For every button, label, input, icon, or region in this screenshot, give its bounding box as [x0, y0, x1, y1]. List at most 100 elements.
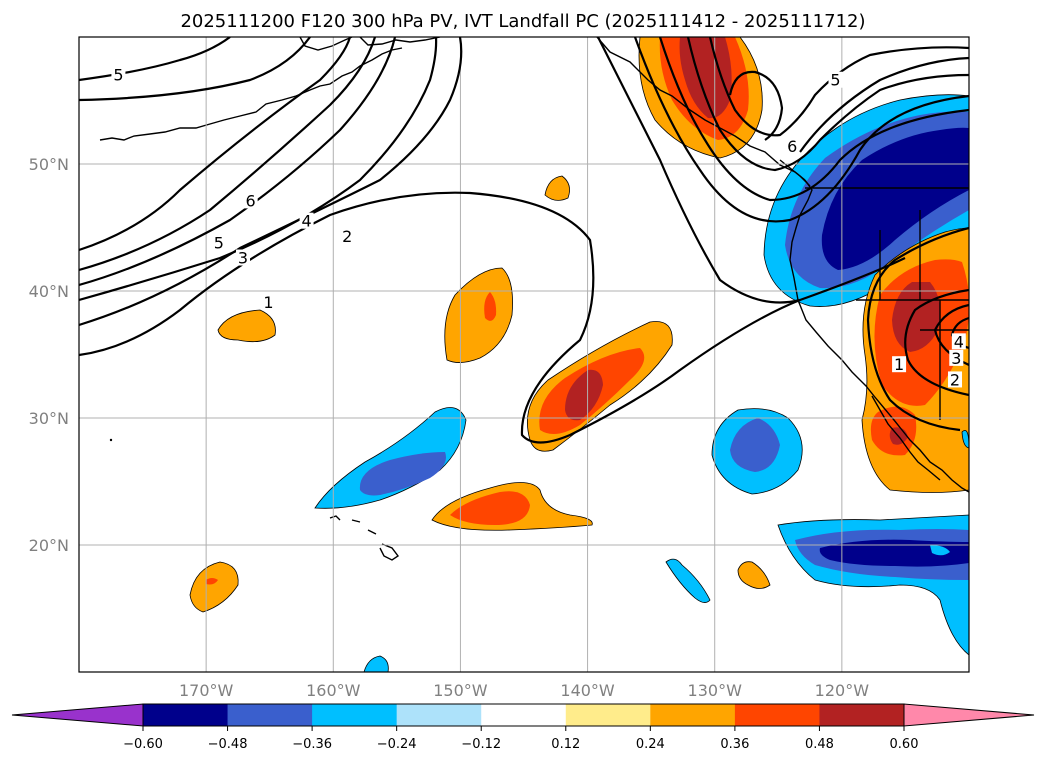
anomaly-negative-130w-core — [730, 418, 780, 472]
contour-label: 5 — [214, 233, 224, 252]
contour-label-bg — [785, 137, 800, 154]
anomaly-negative-tropics-core-spot — [930, 545, 950, 556]
colorbar-tick-label: 0.36 — [720, 737, 749, 752]
y-tick-label: 30°N — [29, 409, 69, 428]
colorbar-segment — [650, 704, 736, 726]
island-dot — [109, 438, 113, 442]
coastline-west-coast — [789, 179, 969, 493]
pv-contour-6-west — [79, 37, 311, 102]
contour-label-bg — [243, 192, 258, 209]
contour-label: 6 — [246, 191, 256, 210]
contour-label: 3 — [238, 249, 248, 268]
anomaly-positive-blob-small-north — [544, 175, 570, 201]
colorbar-tick-label: 0.60 — [890, 737, 919, 752]
contour-label-bg — [340, 227, 355, 244]
pv-contour-trough-1 — [866, 226, 969, 432]
map-frame — [78, 36, 970, 673]
anomaly-positive-blob-south-hawaii-core — [450, 491, 530, 525]
pv-contour-5-ridge — [708, 37, 969, 137]
colorbar-tick-label: 0.48 — [805, 737, 834, 752]
contour-label-bg — [949, 349, 964, 366]
pv-contour-4-ridge — [686, 37, 969, 172]
colorbar-segment — [396, 704, 482, 726]
anomaly-negative-pnw-core — [821, 127, 969, 270]
pv-contour-5-b — [79, 37, 377, 272]
x-axis-ticks: 170°W 160°W 150°W 140°W 130°W 120°W — [179, 681, 869, 700]
coastlines — [99, 37, 969, 561]
colorbar-tick-label: 0.12 — [551, 737, 580, 752]
pv-contour-trough-2 — [904, 288, 969, 397]
anomaly-positive-blob-150w-core — [484, 292, 497, 321]
colorbar-tick-label: −0.24 — [377, 737, 417, 752]
pv-contour-2 — [79, 37, 463, 327]
anomaly-negative-hawaii-nw-core — [359, 452, 446, 496]
anomaly-negative-blob-coast — [961, 429, 969, 449]
pv-contours — [79, 37, 969, 444]
x-tick-label: 170°W — [179, 681, 234, 700]
pv-contour-1-main — [79, 191, 906, 444]
anomaly-positive-central-streak-peak — [565, 369, 603, 421]
colorbar-segment — [481, 704, 567, 726]
anomaly-negative-hawaii-nw — [314, 407, 467, 509]
pv-contour-2-ridge — [633, 37, 969, 223]
x-tick-label: 150°W — [433, 681, 488, 700]
colorbar-segment — [143, 704, 229, 726]
anomaly-positive-blob-168w-core — [206, 578, 218, 585]
y-axis-ticks: 50°N 40°N 30°N 20°N — [29, 155, 69, 555]
anomaly-positive-blob-150w — [444, 267, 513, 363]
colorbar-tick-label: 0.24 — [636, 737, 665, 752]
y-tick-label: 20°N — [29, 536, 69, 555]
contour-label: 4 — [954, 332, 964, 351]
x-tick-label: 160°W — [306, 681, 361, 700]
coastline-aleutians — [99, 47, 403, 141]
contour-label-bg — [299, 212, 314, 229]
contour-label-bg — [892, 356, 907, 373]
colorbar-extend-high — [903, 703, 1035, 727]
colorbar-segment — [819, 704, 905, 726]
contour-label: 4 — [301, 212, 311, 231]
contour-label-bg — [211, 234, 226, 251]
colorbar-segment — [227, 704, 313, 726]
anomaly-positive-blob-168w — [189, 561, 239, 613]
contour-label-bg — [261, 293, 276, 310]
anomaly-positive-blob-127w — [737, 561, 771, 589]
colorbar: −0.60 −0.48 −0.36 −0.24 −0.12 0.12 0.24 0.36 0.4… — [11, 703, 1035, 752]
pv-contour-6-ridge — [728, 70, 784, 141]
x-tick-label: 140°W — [560, 681, 615, 700]
border-states — [856, 210, 969, 420]
colorbar-segment — [565, 704, 651, 726]
contour-label: 3 — [951, 349, 961, 368]
colorbar-tick-label: −0.60 — [123, 737, 163, 752]
x-tick-label: 120°W — [815, 681, 870, 700]
pv-contour-3-ridge — [658, 37, 969, 202]
contour-label: 6 — [787, 137, 797, 156]
pv-contour-3 — [79, 37, 438, 302]
contour-label: 5 — [830, 71, 840, 90]
chart-title: 2025111200 F120 300 hPa PV, IVT Landfall… — [180, 11, 865, 32]
colorbar-tick-label: −0.12 — [461, 737, 501, 752]
contour-label: 1 — [263, 293, 273, 312]
contour-label-bg — [828, 71, 843, 88]
anomaly-positive-blob-170w — [217, 309, 276, 343]
colorbar-segment — [312, 704, 398, 726]
colorbar-tick-label: −0.36 — [292, 737, 332, 752]
contour-label-bg — [236, 249, 251, 266]
coastline-baja — [871, 395, 941, 481]
colorbar-tick-label: −0.48 — [208, 737, 248, 752]
pv-contour-6-b — [79, 37, 352, 252]
colorbar-segment — [734, 704, 820, 726]
contour-label: 2 — [342, 227, 352, 246]
contour-label: 2 — [950, 370, 960, 389]
y-tick-label: 50°N — [29, 155, 69, 174]
pv-contour-1-ridge — [597, 37, 801, 304]
contour-label-bg — [951, 333, 966, 350]
colorbar-frame — [142, 703, 905, 727]
contour-label-bg — [111, 66, 126, 83]
pv-contour-4 — [79, 37, 397, 287]
contour-label: 5 — [113, 66, 123, 85]
y-tick-label: 40°N — [29, 282, 69, 301]
pv-contour-5-west — [79, 37, 231, 82]
